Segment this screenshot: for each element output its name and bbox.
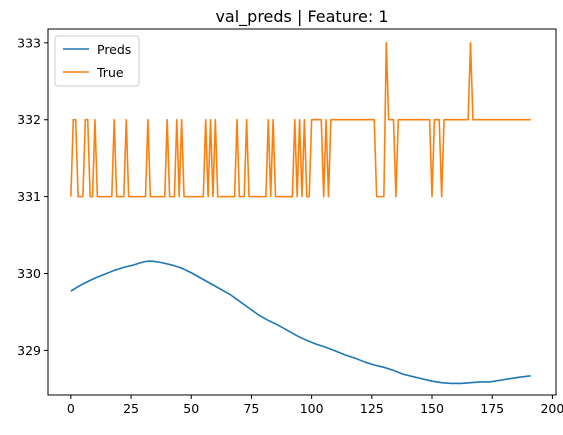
y-tick-label: 329	[17, 343, 41, 358]
legend-label-true: True	[96, 65, 124, 80]
x-tick-label: 150	[420, 401, 444, 416]
chart-title: val_preds | Feature: 1	[215, 7, 388, 27]
y-tick-label: 330	[17, 266, 41, 281]
legend: Preds True	[54, 35, 140, 87]
x-tick-label: 200	[540, 401, 563, 416]
y-tick-label: 332	[17, 112, 41, 127]
x-tick-label: 175	[480, 401, 504, 416]
y-axis: 329 330 331 332 333	[17, 35, 48, 358]
series-layer	[70, 42, 531, 385]
legend-label-preds: Preds	[97, 42, 131, 57]
x-tick-label: 100	[300, 401, 324, 416]
x-tick-label: 50	[183, 401, 199, 416]
series-line-true	[70, 42, 531, 198]
x-tick-label: 25	[123, 401, 139, 416]
x-tick-label: 125	[360, 401, 384, 416]
x-tick-label: 0	[67, 401, 75, 416]
x-tick-label: 75	[243, 401, 259, 416]
series-line-preds	[70, 260, 531, 385]
y-tick-label: 333	[17, 35, 41, 50]
plot-frame	[47, 28, 557, 396]
y-tick-label: 331	[17, 189, 41, 204]
x-axis: 0 25 50 75 100 125 150 175 200	[67, 395, 563, 416]
